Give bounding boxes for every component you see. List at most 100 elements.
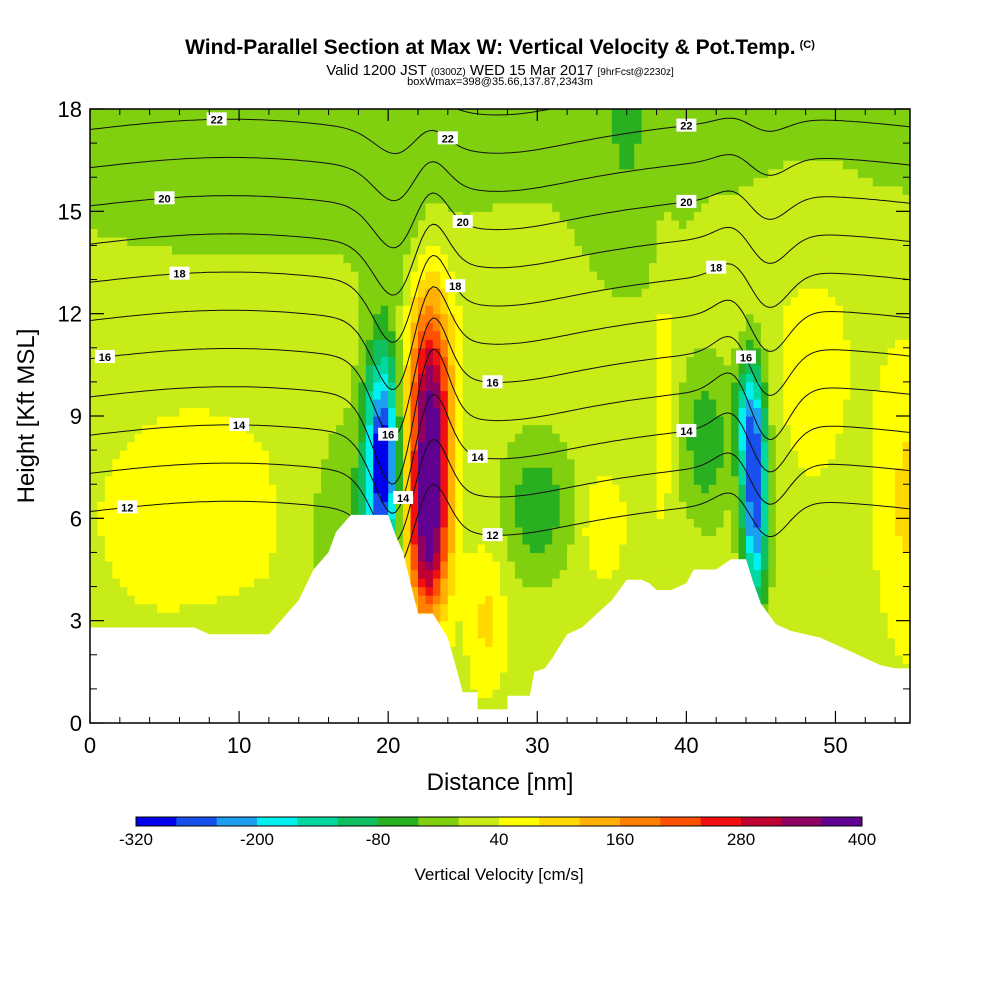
field-cell [365,450,374,460]
field-cell [790,381,799,392]
field-cell [164,364,173,374]
field-cell [582,595,591,605]
field-cell [835,450,844,460]
field-cell [522,595,531,605]
field-cell [201,492,210,502]
field-cell [835,526,844,536]
field-cell [544,637,553,647]
field-cell [164,552,173,562]
field-cell [619,458,628,468]
field-cell [760,578,769,588]
field-cell [887,526,896,536]
field-cell [104,381,113,392]
field-cell [216,356,225,366]
field-cell [552,552,561,562]
field-cell [902,518,910,528]
field-cell [477,441,486,451]
field-cell [507,484,516,494]
field-cell [887,407,896,417]
field-cell [492,433,501,443]
field-cell [246,373,255,383]
field-cell [611,552,620,562]
field-cell [775,373,784,383]
field-cell [321,424,330,434]
field-cell [589,433,598,443]
field-cell [902,373,910,383]
field-cell [619,407,628,417]
field-cell [462,373,471,383]
field-cell [365,475,374,485]
field-cell [306,330,315,340]
field-cell [134,356,143,366]
field-cell [276,484,285,494]
field-cell [157,475,166,485]
field-cell [336,458,345,468]
field-cell [172,416,181,426]
field-cell [842,586,851,596]
field-cell [224,518,233,528]
field-cell [872,646,881,656]
field-cell [865,518,874,528]
field-cell [194,407,203,417]
field-cell [179,526,188,536]
field-cell [201,560,210,571]
field-cell [865,620,874,630]
field-cell [559,467,568,477]
field-cell [440,424,449,434]
field-cell [820,416,829,426]
field-cell [425,535,434,545]
field-cell [835,347,844,357]
field-cell [455,416,464,426]
field-cell [447,646,456,656]
field-cell [514,526,523,536]
field-cell [619,373,628,383]
field-cell [693,433,702,443]
field-cell [276,509,285,519]
field-cell [559,569,568,579]
field-cell [835,612,844,622]
field-cell [157,381,166,392]
field-cell [224,578,233,588]
field-cell [298,339,307,349]
field-cell [708,526,717,536]
field-cell [201,407,210,417]
field-cell [835,398,844,409]
field-cell [760,364,769,374]
field-cell [529,373,538,383]
field-cell [895,603,904,613]
field-cell [678,492,687,502]
field-cell [164,458,173,468]
field-cell [708,424,717,434]
field-cell [410,578,419,588]
field-cell [164,509,173,519]
field-cell [209,467,218,477]
field-cell [97,543,106,554]
field-cell [880,347,889,357]
field-cell [149,543,158,554]
field-cell [440,416,449,426]
field-cell [186,381,195,392]
field-cell [134,467,143,477]
field-cell [425,381,434,392]
field-cell [552,356,561,366]
field-cell [820,603,829,613]
field-cell [865,373,874,383]
field-cell [462,416,471,426]
field-cell [559,390,568,400]
field-cell [239,586,248,596]
field-cell [589,543,598,554]
field-cell [664,535,673,545]
field-cell [186,373,195,383]
field-cell [857,373,866,383]
field-cell [671,416,680,426]
field-cell [529,637,538,647]
field-cell [589,364,598,374]
valid-time: Valid 1200 JST [326,62,427,79]
field-cell [477,381,486,392]
field-cell [865,543,874,554]
field-cell [350,458,359,468]
field-cell [283,518,292,528]
field-cell [589,416,598,426]
field-cell [753,441,762,451]
field-cell [350,390,359,400]
